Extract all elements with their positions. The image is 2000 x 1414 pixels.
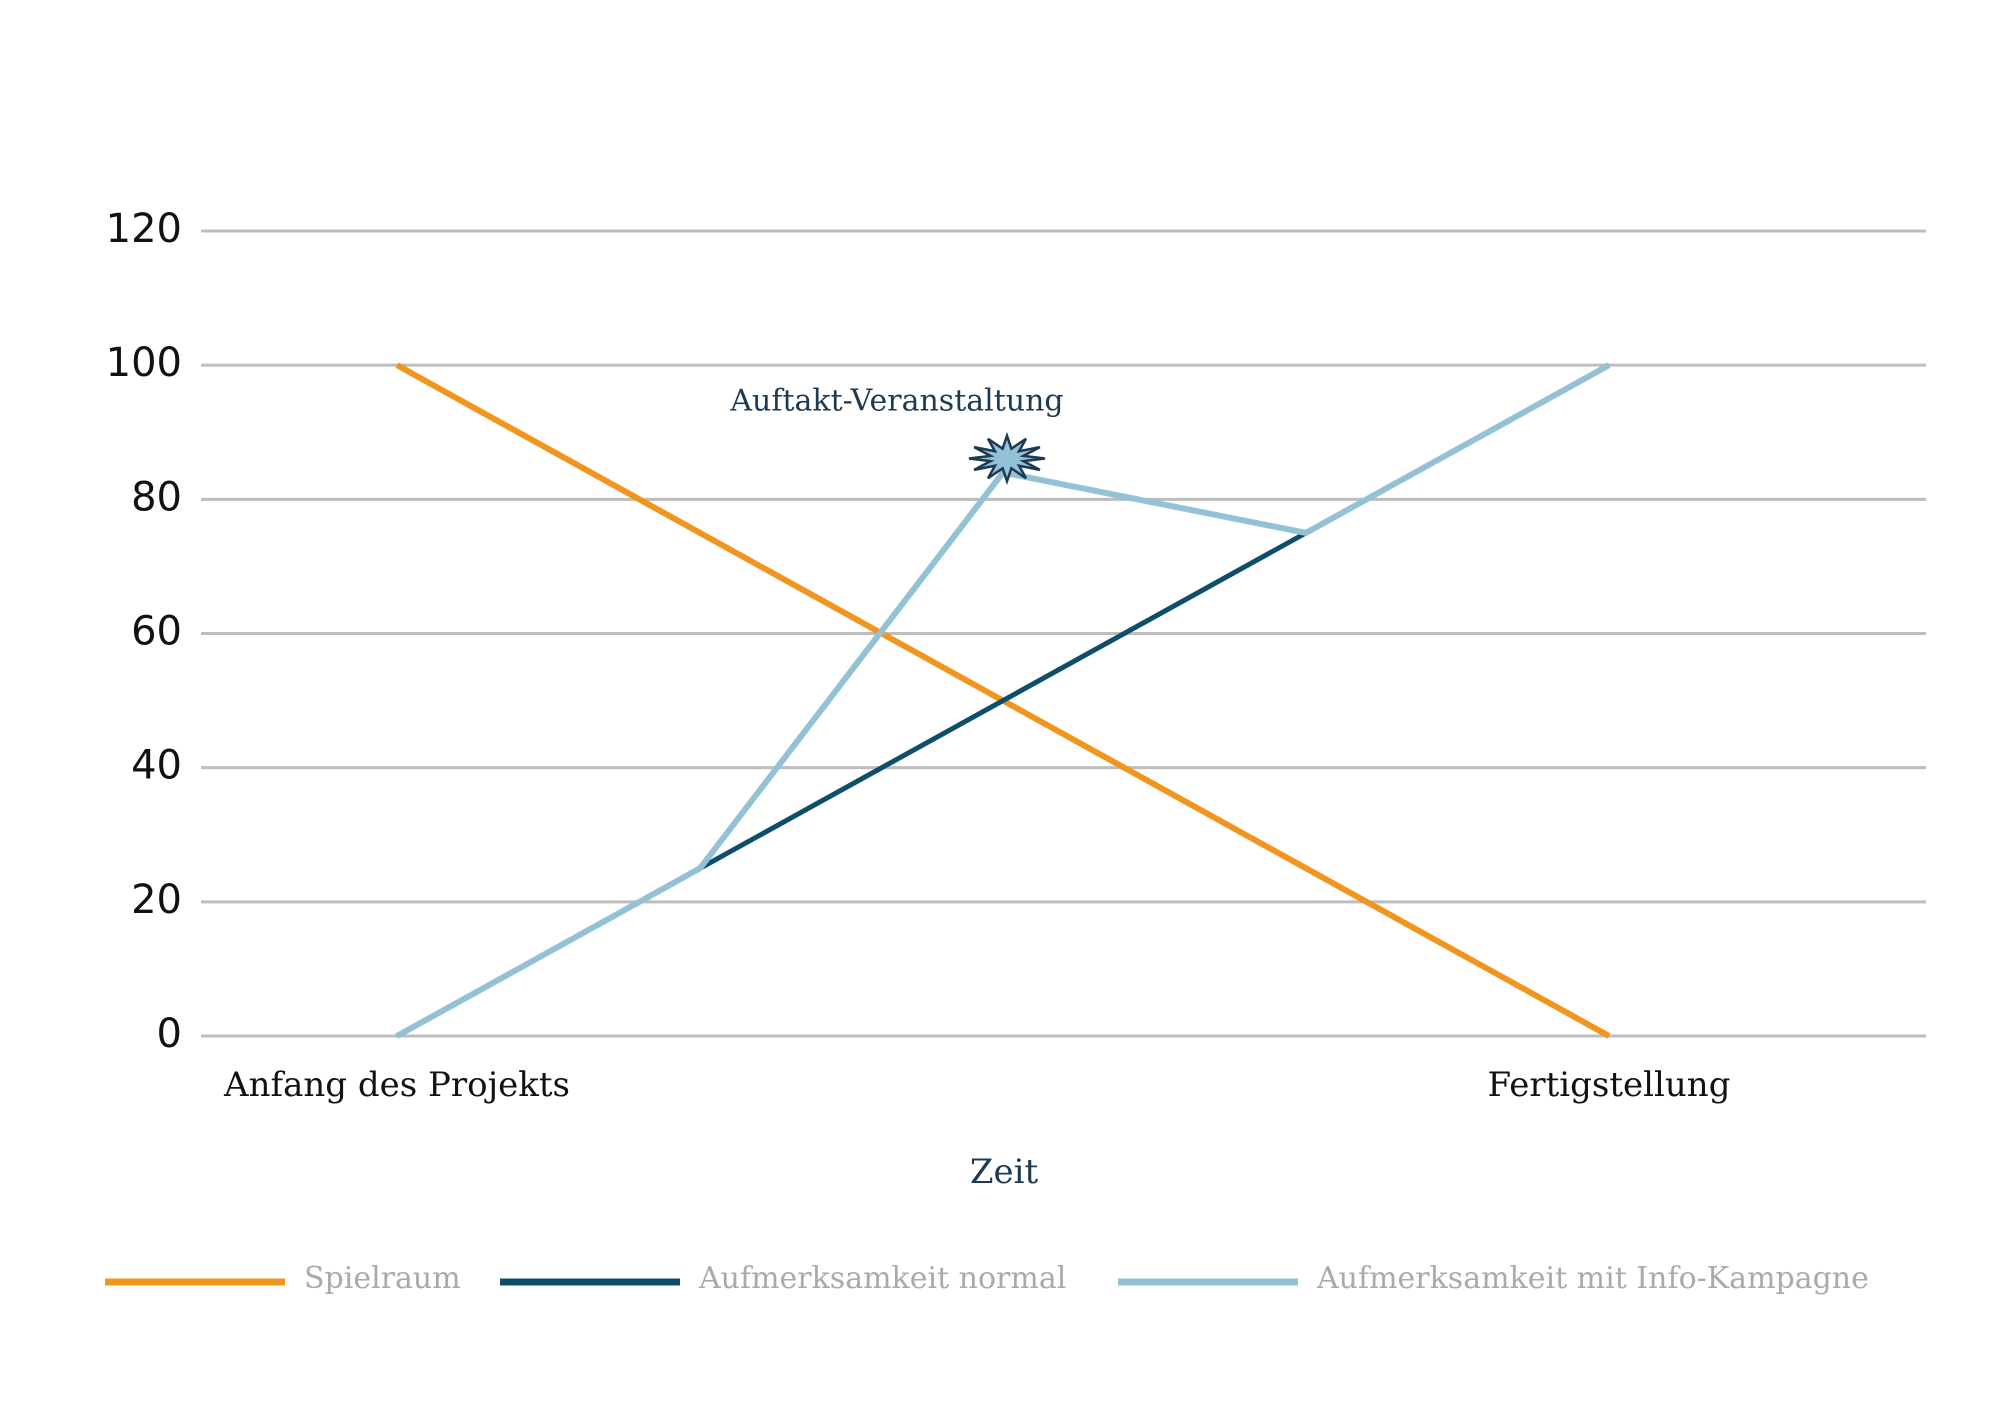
y-tick-label: 0 (157, 1011, 182, 1057)
legend-label: Aufmerksamkeit normal (698, 1261, 1066, 1296)
y-tick-label: 20 (131, 877, 182, 923)
x-tick-label: Fertigstellung (1488, 1065, 1731, 1105)
x-axis-title: Zeit (970, 1152, 1039, 1192)
x-tick-label: Anfang des Projekts (223, 1065, 570, 1105)
legend-label: Aufmerksamkeit mit Info-Kampagne (1316, 1261, 1869, 1296)
y-tick-label: 100 (106, 340, 182, 386)
y-tick-label: 60 (131, 609, 182, 655)
y-tick-label: 80 (131, 474, 182, 520)
annotation: Auftakt-Veranstaltung (729, 384, 1063, 419)
legend-label: Spielraum (304, 1261, 461, 1296)
y-tick-label: 40 (131, 743, 182, 789)
y-tick-label: 120 (106, 206, 182, 252)
starburst-marker (968, 431, 1046, 486)
